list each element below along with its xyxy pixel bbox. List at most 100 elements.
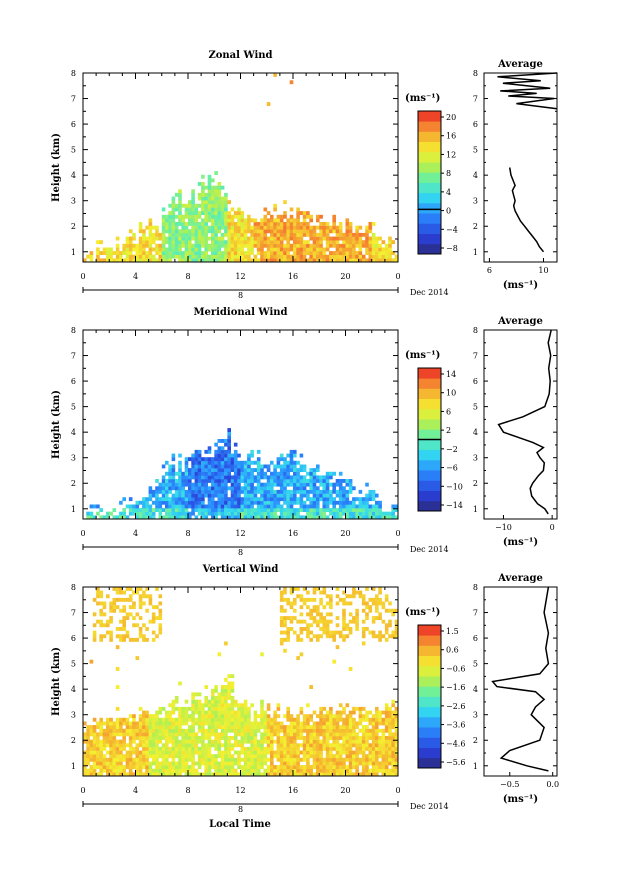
- colorbar-unit: (ms⁻¹): [405, 93, 440, 104]
- colorbar-tick-label: 2: [446, 426, 451, 435]
- y-tick-label: 3: [71, 454, 76, 463]
- average-profile-line: [497, 329, 552, 515]
- average-y-tick-label: 7: [473, 95, 478, 104]
- colorbar-tick-label: 6: [446, 407, 451, 416]
- colorbar-tick-label: 14: [446, 370, 456, 379]
- x-tick-label: 20: [340, 786, 350, 795]
- colorbar-tick-label: −8: [446, 244, 458, 253]
- x-tick-label: 12: [235, 272, 245, 281]
- colorbar-tick-label: 16: [446, 132, 456, 141]
- average-profile-line: [491, 586, 550, 772]
- colorbar-tick-label: −0.6: [446, 664, 465, 673]
- y-axis-label: Height (km): [51, 647, 62, 716]
- x-tick-label: 0: [395, 786, 400, 795]
- average-y-tick-label: 1: [473, 505, 478, 514]
- colorbar-tick-label: −4: [446, 225, 458, 234]
- y-tick-label: 4: [71, 428, 76, 437]
- average-y-tick-label: 3: [473, 711, 478, 720]
- average-y-tick-label: 4: [473, 171, 478, 180]
- average-x-tick-label: 0: [550, 523, 555, 532]
- colorbar-tick-label: −3.6: [446, 721, 465, 730]
- x-tick-label: 16: [288, 529, 298, 538]
- x-tick-label: 4: [133, 786, 138, 795]
- y-tick-label: 2: [71, 222, 76, 231]
- y-tick-label: 3: [71, 711, 76, 720]
- colorbar-tick-label: 0: [446, 207, 451, 216]
- colorbar-unit: (ms⁻¹): [405, 607, 440, 618]
- average-profile-upper-line: [497, 72, 558, 110]
- colorbar-tick-label: −2: [446, 445, 458, 454]
- panel-title: Vertical Wind: [202, 564, 279, 575]
- y-axis-label: Height (km): [51, 133, 62, 202]
- x-tick-label: 0: [395, 529, 400, 538]
- colorbar-tick-label: −5.6: [446, 758, 465, 767]
- y-tick-label: 8: [71, 583, 76, 592]
- y-tick-label: 7: [71, 352, 76, 361]
- colorbar: 20 16 12 8 4 0 −4 −8 (ms⁻¹): [405, 93, 458, 255]
- y-tick-label: 7: [71, 609, 76, 618]
- average-frame: [483, 586, 558, 777]
- average-y-tick-label: 4: [473, 428, 478, 437]
- average-title: Average: [497, 573, 543, 584]
- date-label: Dec 2014: [410, 545, 449, 554]
- average-frame: [483, 329, 558, 520]
- colorbar-tick-label: 10: [446, 389, 456, 398]
- y-tick-label: 7: [71, 95, 76, 104]
- day-label: 8: [238, 291, 243, 300]
- average-panel: 1 2 3 4 5 6 7 8 6 10 Average (ms⁻¹): [473, 59, 558, 291]
- y-tick-label: 8: [71, 326, 76, 335]
- average-y-tick-label: 8: [473, 326, 478, 335]
- y-tick-label: 5: [71, 660, 76, 669]
- average-y-tick-label: 6: [473, 120, 478, 129]
- x-tick-label: 16: [288, 272, 298, 281]
- colorbar-tick-label: −14: [446, 501, 463, 510]
- average-y-tick-label: 5: [473, 403, 478, 412]
- colorbar-tick-label: −10: [446, 482, 463, 491]
- field-cells: [83, 73, 399, 263]
- colorbar-unit: (ms⁻¹): [405, 350, 440, 361]
- field-cells: [86, 428, 399, 520]
- x-tick-label: 12: [235, 529, 245, 538]
- average-x-tick-label: 10: [538, 266, 548, 275]
- average-y-tick-label: 7: [473, 352, 478, 361]
- colorbar-tick-label: 20: [446, 113, 456, 122]
- colorbar-tick-label: 4: [446, 188, 451, 197]
- x-tick-label: 16: [288, 786, 298, 795]
- y-tick-label: 6: [71, 377, 76, 386]
- x-tick-label: 0: [80, 529, 85, 538]
- average-x-label: (ms⁻¹): [503, 794, 538, 805]
- x-tick-label: 0: [395, 272, 400, 281]
- colorbar-tick-label: −1.6: [446, 683, 465, 692]
- y-tick-label: 1: [71, 762, 76, 771]
- x-tick-label: 8: [185, 786, 190, 795]
- average-y-tick-label: 2: [473, 479, 478, 488]
- y-tick-label: 2: [71, 479, 76, 488]
- colorbar-frame: [417, 624, 442, 769]
- average-y-tick-label: 6: [473, 634, 478, 643]
- average-x-tick-label: 6: [487, 266, 492, 275]
- x-tick-label: 8: [185, 529, 190, 538]
- y-tick-label: 4: [71, 171, 76, 180]
- colorbar-tick-label: 0.6: [446, 646, 459, 655]
- colorbar-tick-label: −4.6: [446, 739, 465, 748]
- x-tick-label: 0: [80, 272, 85, 281]
- colorbar-tick-label: −2.6: [446, 702, 465, 711]
- y-tick-label: 5: [71, 146, 76, 155]
- y-tick-label: 2: [71, 736, 76, 745]
- colorbar-tick-label: 1.5: [446, 627, 459, 636]
- day-label: 8: [238, 805, 243, 814]
- colorbar: 1.5 0.6 −0.6 −1.6 −2.6 −3.6 −4.6 −5.6 (ms⁻¹): [405, 607, 465, 769]
- average-y-tick-label: 8: [473, 583, 478, 592]
- panel-title: Zonal Wind: [208, 50, 272, 61]
- x-tick-label: 4: [133, 529, 138, 538]
- average-y-tick-label: 3: [473, 454, 478, 463]
- average-y-tick-label: 5: [473, 660, 478, 669]
- day-label: 8: [238, 548, 243, 557]
- colorbar: 14 10 6 2 −2 −6 −10 −14 (ms⁻¹): [405, 350, 463, 512]
- y-tick-label: 1: [71, 505, 76, 514]
- y-tick-label: 8: [71, 69, 76, 78]
- average-x-tick-label: −0.5: [500, 780, 519, 789]
- colorbar-tick-label: −6: [446, 464, 458, 473]
- x-tick-label: 4: [133, 272, 138, 281]
